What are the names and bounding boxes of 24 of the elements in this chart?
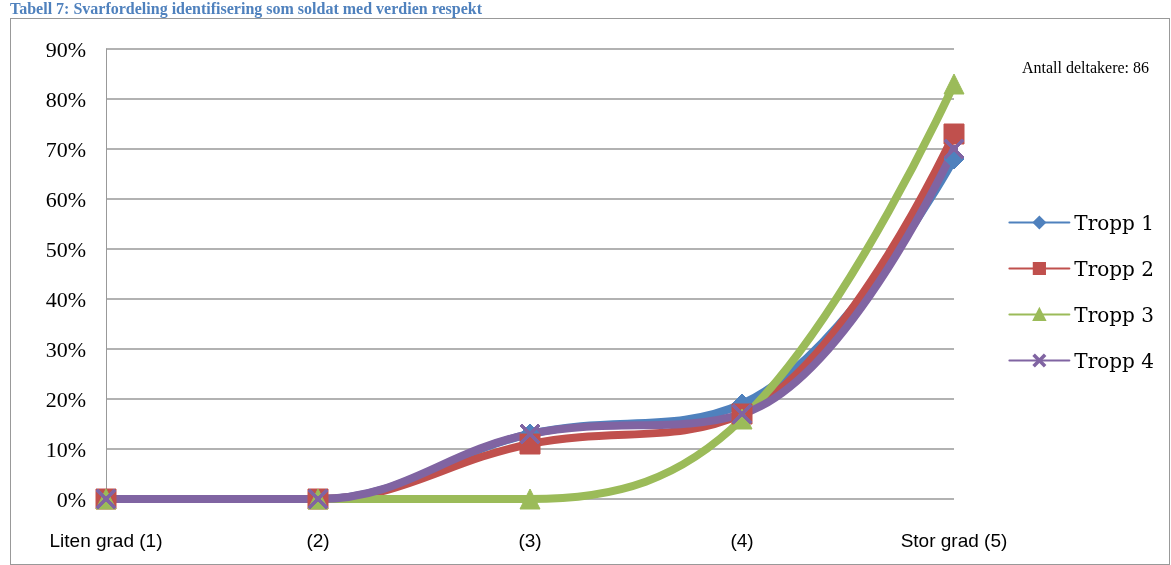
y-tick-label: 50% (45, 236, 86, 262)
text: Antall deltakere: 86 (1021, 58, 1149, 76)
legend-label: Tropp 2 (1074, 256, 1155, 281)
chart-title: Tabell 7: Svarfordeling identifisering som soldat med verdien respekt (10, 0, 482, 18)
legend-label: Tropp 1 (1074, 210, 1155, 235)
y-tick-label: 40% (45, 286, 86, 312)
y-tick-label: 30% (45, 336, 86, 362)
y-tick-label: 20% (45, 386, 86, 412)
x-tick-label: (4) (730, 530, 754, 551)
x-tick-label: (2) (306, 530, 330, 551)
point (519, 488, 541, 510)
y-tick-label: 0% (56, 486, 86, 512)
y-tick-label: 70% (45, 136, 86, 162)
point (943, 138, 965, 160)
y-tick-label: 90% (45, 36, 86, 62)
legend-label: Tropp 4 (1074, 348, 1155, 373)
x-tick-label: Liten grad (1) (49, 530, 163, 551)
y-tick-label: 60% (45, 186, 86, 212)
x-tick-label: Stor grad (5) (900, 530, 1008, 551)
point (943, 73, 965, 95)
x-tick-label: (3) (518, 530, 542, 551)
y-tick-label: 80% (45, 86, 86, 112)
y-tick-label: 10% (45, 436, 86, 462)
legend-label: Tropp 3 (1074, 302, 1155, 327)
